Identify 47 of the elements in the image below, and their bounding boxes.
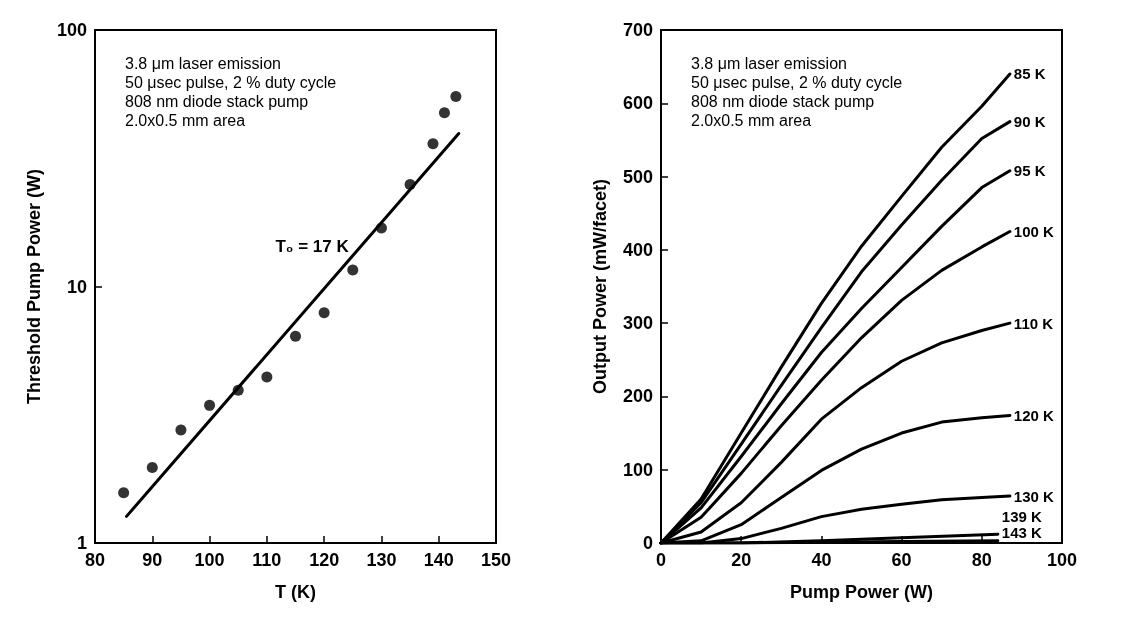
x-tick-label: 20	[731, 550, 752, 570]
series-label: 85 K	[1013, 65, 1046, 83]
x-tick-label: 90	[142, 550, 163, 570]
y-tick-label: 0	[642, 533, 653, 553]
annotation: 50 μsec pulse, 2 % duty cycle	[125, 73, 337, 91]
annotation: 2.0x0.5 mm area	[691, 111, 812, 129]
series-label: 110 K	[1013, 314, 1054, 332]
y-tick-label: 100	[622, 459, 653, 480]
y-tick-label: 300	[622, 313, 653, 334]
x-tick-label: 140	[423, 550, 454, 570]
x-axis-title: Pump Power (W)	[790, 582, 933, 602]
annotation: 3.8 μm laser emission	[691, 54, 847, 72]
annotation: 3.8 μm laser emission	[125, 54, 281, 72]
x-tick-label: 80	[971, 550, 992, 570]
x-tick-label: 0	[655, 550, 667, 570]
y-axis-title: Threshold Pump Power (W)	[24, 168, 44, 405]
x-tick-label: 150	[480, 550, 512, 570]
series-label: 143 K	[1001, 523, 1043, 541]
series-label: 120 K	[1013, 406, 1055, 424]
x-tick-label: 100	[194, 550, 225, 570]
series-label: 139 K	[1001, 507, 1043, 525]
annotation: 2.0x0.5 mm area	[125, 111, 246, 129]
x-tick-label: 60	[891, 550, 912, 570]
y-tick-label: 600	[622, 93, 653, 114]
x-tick-label: 120	[309, 550, 340, 570]
annotation: T₀ = 17 K	[275, 237, 350, 257]
y-tick-label: 400	[622, 239, 653, 260]
y-tick-label: 200	[622, 386, 653, 407]
y-tick-label: 10	[66, 276, 87, 297]
series-label: 95 K	[1013, 162, 1046, 180]
y-tick-label: 500	[622, 166, 653, 187]
y-tick-label: 1	[76, 533, 87, 553]
series-label: 100 K	[1013, 223, 1055, 241]
y-axis-title: Output Power (mW/facet)	[590, 179, 610, 394]
annotation: 808 nm diode stack pump	[691, 92, 875, 110]
x-tick-label: 130	[366, 550, 397, 570]
x-tick-label: 40	[811, 550, 832, 570]
annotation: 808 nm diode stack pump	[125, 92, 309, 110]
y-tick-label: 100	[56, 20, 87, 40]
x-tick-label: 80	[84, 550, 106, 570]
annotation: 50 μsec pulse, 2 % duty cycle	[691, 73, 903, 91]
x-axis-title: T (K)	[275, 582, 316, 602]
y-tick-label: 700	[622, 20, 653, 40]
series-label: 90 K	[1013, 113, 1046, 131]
series-label: 130 K	[1013, 487, 1055, 505]
x-tick-label: 100	[1046, 550, 1078, 570]
x-tick-label: 110	[252, 550, 282, 570]
